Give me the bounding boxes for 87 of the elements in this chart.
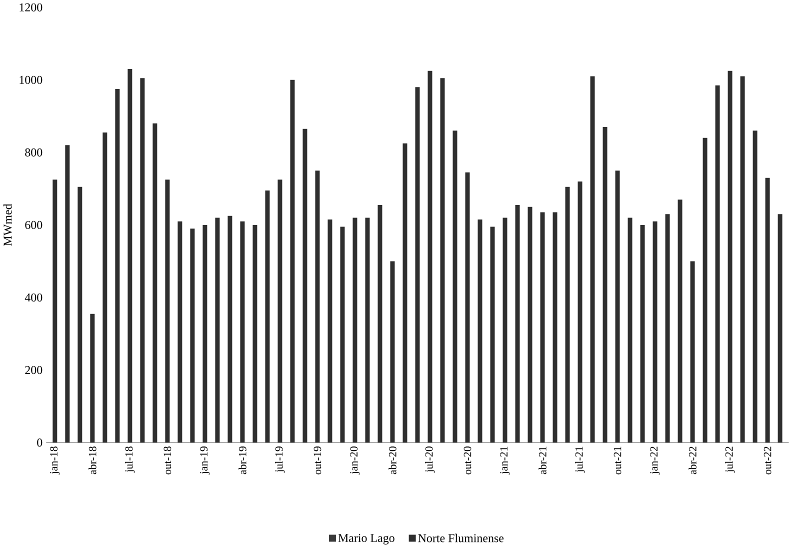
y-tick-label: 0	[37, 438, 42, 447]
x-tick-label: jul-21	[575, 446, 585, 473]
x-tick-label: jan-20	[350, 446, 360, 475]
bar	[740, 76, 745, 443]
bar	[702, 138, 708, 443]
bar	[552, 212, 558, 443]
x-tick-label: abr-21	[538, 446, 546, 474]
y-tick-label: 600	[25, 221, 42, 230]
bar	[240, 222, 245, 443]
bar	[278, 180, 282, 443]
x-tick-label: out-18	[164, 446, 172, 475]
bar	[165, 180, 170, 443]
bar	[115, 89, 120, 443]
bar	[478, 220, 482, 443]
bar	[678, 200, 682, 443]
bar	[715, 86, 720, 443]
x-tick-label: abr-22	[688, 446, 696, 474]
x-tick-label: abr-19	[238, 446, 246, 474]
bar	[102, 132, 108, 443]
bar	[128, 69, 132, 443]
bar	[78, 187, 82, 443]
bar	[428, 71, 432, 443]
x-tick-label: jul-19	[274, 446, 285, 473]
bar	[228, 216, 232, 443]
bar	[190, 228, 195, 443]
bar	[152, 124, 158, 443]
bar	[452, 130, 458, 443]
y-tick-label: 400	[24, 294, 42, 302]
bar	[402, 144, 408, 443]
x-tick-label: jan-22	[650, 446, 660, 475]
bar	[628, 218, 632, 443]
x-tick-label: out-22	[764, 446, 772, 475]
x-tick-label: jul-20	[425, 446, 435, 473]
x-tick-label: abr-18	[88, 446, 96, 474]
bar	[690, 261, 695, 443]
y-tick-label: 1000	[20, 76, 42, 84]
bar	[528, 207, 532, 443]
y-tick-label: 1200	[20, 4, 42, 12]
bar	[390, 261, 395, 443]
bar	[765, 178, 770, 443]
x-tick-label: jul-18	[124, 446, 135, 473]
bar	[315, 170, 320, 443]
bar	[465, 172, 470, 443]
bar	[202, 225, 208, 443]
bar	[90, 314, 95, 443]
x-tick-label: out-21	[614, 446, 622, 475]
bar	[590, 76, 595, 443]
bar	[52, 180, 58, 443]
bar	[252, 225, 258, 443]
y-tick-label: 200	[25, 366, 42, 374]
bar	[728, 71, 732, 443]
x-tick-label: out-20	[464, 446, 472, 475]
bar	[352, 218, 358, 443]
bar	[215, 218, 220, 443]
x-tick-label: jan-19	[200, 446, 210, 475]
bar	[615, 170, 620, 443]
legend-label: Norte Fluminense	[418, 534, 504, 542]
bar	[778, 214, 782, 443]
bar	[565, 187, 570, 443]
bar	[540, 212, 545, 443]
bar	[340, 226, 345, 443]
bar	[365, 218, 370, 443]
x-tick-label: abr-20	[388, 446, 396, 474]
bar	[652, 222, 658, 443]
bar	[515, 205, 520, 443]
bar	[65, 145, 70, 443]
bar	[290, 80, 295, 443]
bar	[752, 130, 758, 443]
y-tick-label: 800	[25, 148, 42, 157]
bar	[578, 182, 582, 443]
x-tick-label: jul-22	[725, 446, 736, 473]
legend-label: Mario Lago	[338, 534, 394, 545]
bar	[328, 220, 332, 443]
bar	[178, 222, 182, 443]
bar	[602, 127, 608, 443]
bar	[440, 78, 445, 443]
bar	[378, 205, 382, 443]
bar	[140, 78, 145, 443]
bar	[415, 87, 420, 443]
bar	[265, 190, 270, 443]
bar	[302, 129, 308, 443]
bar	[640, 225, 645, 443]
x-tick-label: jan-21	[500, 446, 510, 475]
x-tick-label: out-19	[314, 446, 322, 475]
y-axis-title: MWmed	[3, 204, 12, 246]
bar	[665, 214, 670, 443]
x-tick-label: jan-18	[50, 446, 60, 475]
